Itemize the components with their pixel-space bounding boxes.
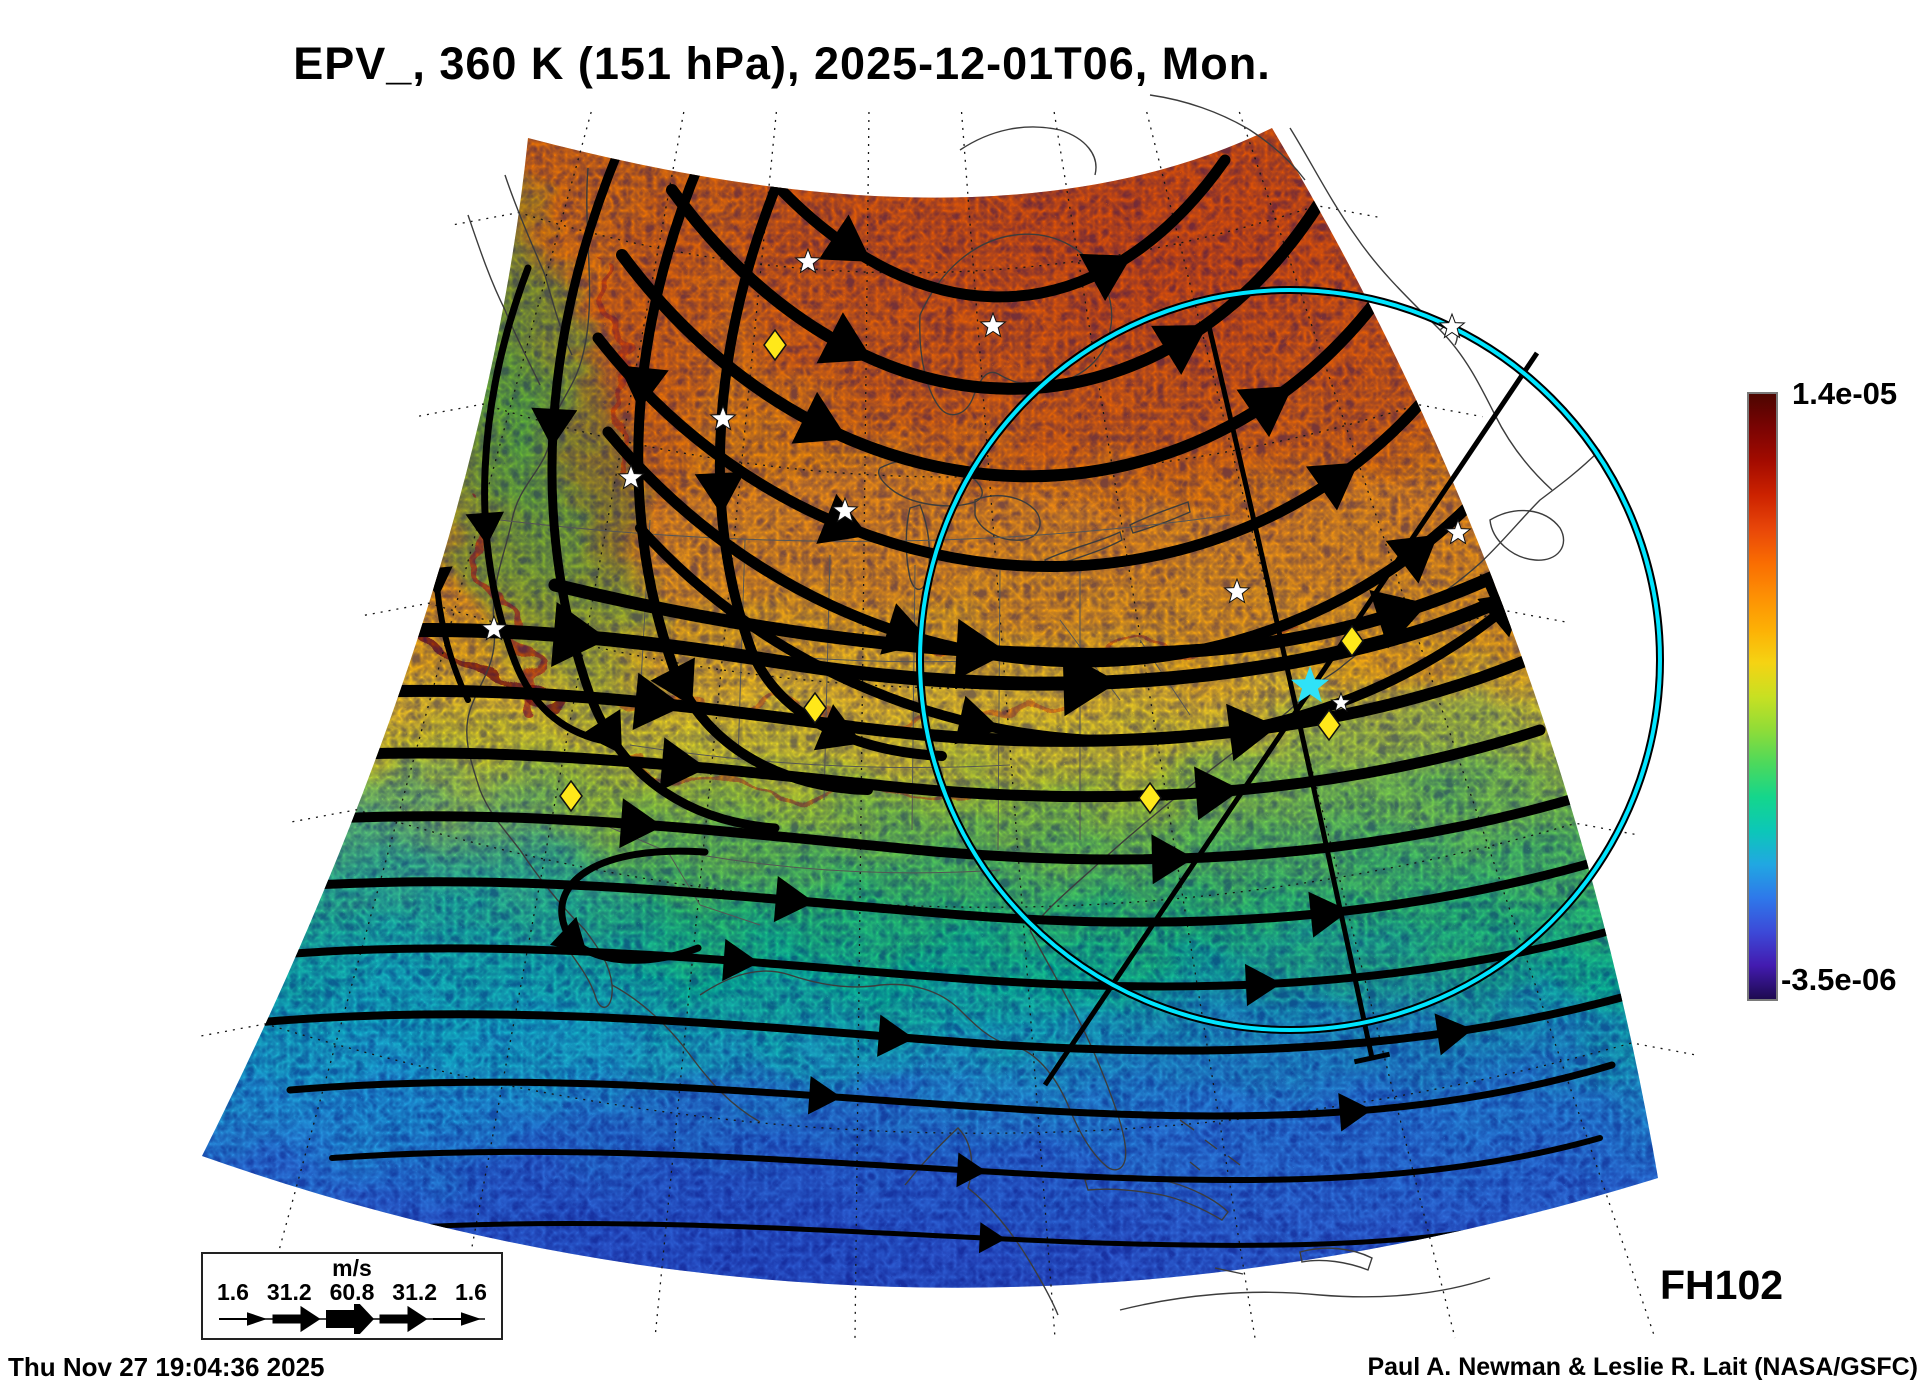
colorbar (1747, 392, 1778, 1001)
wind-legend-value: 1.6 (217, 1279, 249, 1305)
wind-legend-value: 60.8 (329, 1279, 375, 1305)
diamond-site-marker (559, 779, 583, 813)
city-star-marker (1330, 691, 1352, 713)
diamond-site-marker (1138, 781, 1162, 815)
city-star-marker (1223, 577, 1251, 604)
city-star-marker (1438, 312, 1466, 339)
wind-legend-value: 1.6 (454, 1279, 487, 1305)
city-star-marker (794, 247, 822, 274)
city-star-marker (480, 614, 508, 641)
wind-speed-arrow-scale (219, 1297, 485, 1341)
coastlines (466, 94, 1601, 1316)
colorbar-min-label: -3.5e-06 (1781, 962, 1897, 997)
wind-legend-value: 31.2 (266, 1279, 312, 1305)
site-markers (480, 247, 1472, 815)
epv-field (202, 128, 1658, 1288)
diamond-site-marker (763, 328, 787, 362)
forecast-hour-label: FH102 (1660, 1262, 1784, 1308)
colorbar-max-label: 1.4e-05 (1792, 376, 1898, 411)
wind-legend-values: 1.6 31.2 60.8 31.2 1.6 (203, 1280, 501, 1304)
diamond-site-marker (803, 691, 827, 725)
city-star-marker (831, 496, 859, 523)
wind-legend-units: m/s (332, 1255, 372, 1281)
overlay-path-lines (1042, 317, 1540, 1087)
range-circle (918, 288, 1662, 1032)
page-title: EPV_, 360 K (151 hPa), 2025-12-01T06, Mo… (293, 38, 1271, 89)
city-star-marker (1444, 518, 1472, 545)
timestamp: Thu Nov 27 19:04:36 2025 (8, 1352, 325, 1382)
wind-legend-value: 31.2 (392, 1279, 438, 1305)
wind-speed-legend: m/s 1.6 31.2 60.8 31.2 1.6 (201, 1252, 503, 1341)
city-star-marker (979, 311, 1007, 338)
city-star-marker (709, 404, 737, 431)
diamond-site-marker (1340, 624, 1364, 658)
city-star-marker (617, 463, 645, 490)
highlight-star-marker (1291, 666, 1329, 703)
diamond-site-marker (1317, 708, 1341, 742)
credit-line: Paul A. Newman & Leslie R. Lait (NASA/GS… (1367, 1353, 1918, 1381)
